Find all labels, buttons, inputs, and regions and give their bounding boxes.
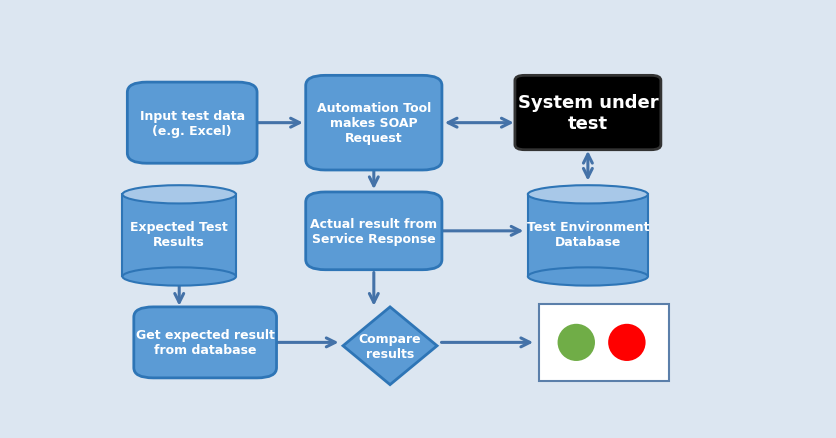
Ellipse shape (608, 324, 645, 361)
Polygon shape (343, 307, 436, 385)
Text: Expected Test
Results: Expected Test Results (130, 220, 228, 248)
Text: Automation Tool
makes SOAP
Request: Automation Tool makes SOAP Request (316, 102, 431, 145)
FancyBboxPatch shape (514, 76, 660, 150)
FancyBboxPatch shape (528, 195, 647, 277)
Ellipse shape (122, 186, 236, 204)
FancyBboxPatch shape (122, 195, 236, 277)
FancyBboxPatch shape (134, 307, 276, 378)
Text: Actual result from
Service Response: Actual result from Service Response (310, 217, 437, 245)
Text: System under
test: System under test (517, 94, 657, 133)
Ellipse shape (122, 268, 236, 286)
Text: Input test data
(e.g. Excel): Input test data (e.g. Excel) (140, 110, 244, 138)
Ellipse shape (528, 268, 647, 286)
Text: Get expected result
from database: Get expected result from database (135, 328, 274, 357)
Text: Test Environment
Database: Test Environment Database (526, 220, 649, 248)
FancyBboxPatch shape (305, 76, 441, 171)
FancyBboxPatch shape (305, 193, 441, 270)
FancyBboxPatch shape (127, 83, 257, 164)
Ellipse shape (528, 186, 647, 204)
Text: Compare
results: Compare results (359, 332, 421, 360)
Ellipse shape (557, 324, 594, 361)
FancyBboxPatch shape (538, 304, 669, 381)
